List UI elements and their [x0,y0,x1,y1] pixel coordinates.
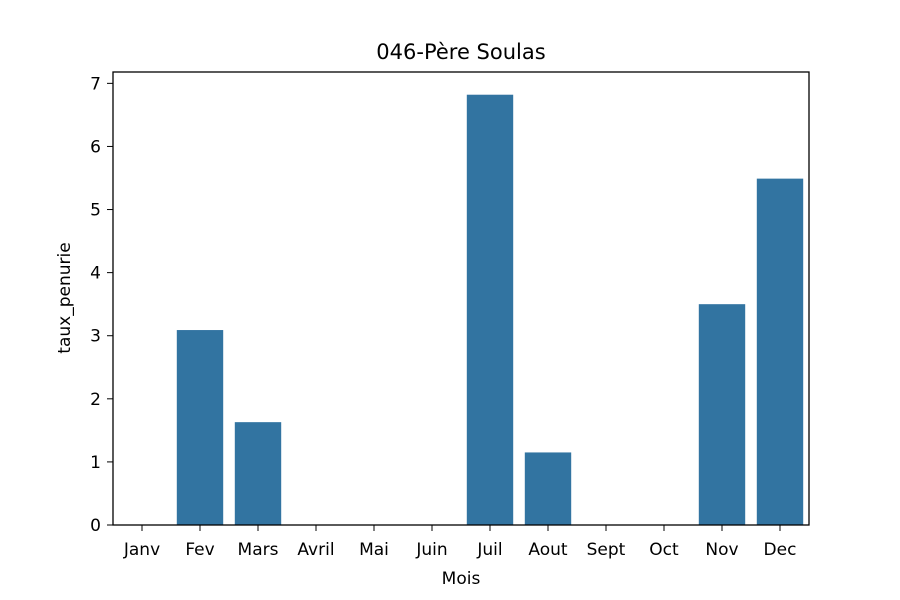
x-tick-label-janv: Janv [123,540,160,560]
x-tick-label-fev: Fev [185,540,214,560]
x-tick-label-juil: Juil [476,540,502,560]
y-tick-label-1: 1 [90,453,101,473]
x-tick-label-nov: Nov [705,540,738,560]
bars-layer [176,94,804,526]
y-axis: 0 1 2 3 4 5 6 7 [90,74,113,536]
y-tick-label-5: 5 [90,201,101,221]
bar-juil [466,94,514,526]
x-tick-label-avril: Avril [297,540,334,560]
x-axis: Janv Fev Mars Avril Mai Juin Juil Aout Sept Oct No… [123,525,797,560]
x-axis-label: Mois [442,569,481,589]
y-tick-label-6: 6 [90,137,101,157]
y-axis-label: taux_penurie [55,242,75,353]
y-tick-label-3: 3 [90,327,101,347]
x-tick-label-dec: Dec [764,540,797,560]
x-tick-label-juin: Juin [415,540,447,560]
bar-mars [234,422,282,525]
bar-dec [756,178,804,525]
y-tick-label-4: 4 [90,264,101,284]
x-tick-label-mai: Mai [359,540,389,560]
chart-title: 046-Père Soulas [376,40,545,64]
y-tick-label-2: 2 [90,390,101,410]
x-tick-label-oct: Oct [649,540,679,560]
x-tick-label-mars: Mars [238,540,279,560]
y-tick-label-7: 7 [90,74,101,94]
bar-nov [698,304,746,525]
x-tick-label-sept: Sept [587,540,626,560]
plot-frame [112,71,810,526]
bar-fev [176,330,224,525]
x-tick-label-aout: Aout [528,540,568,560]
y-tick-label-0: 0 [90,516,101,536]
bar-aout [524,452,572,525]
